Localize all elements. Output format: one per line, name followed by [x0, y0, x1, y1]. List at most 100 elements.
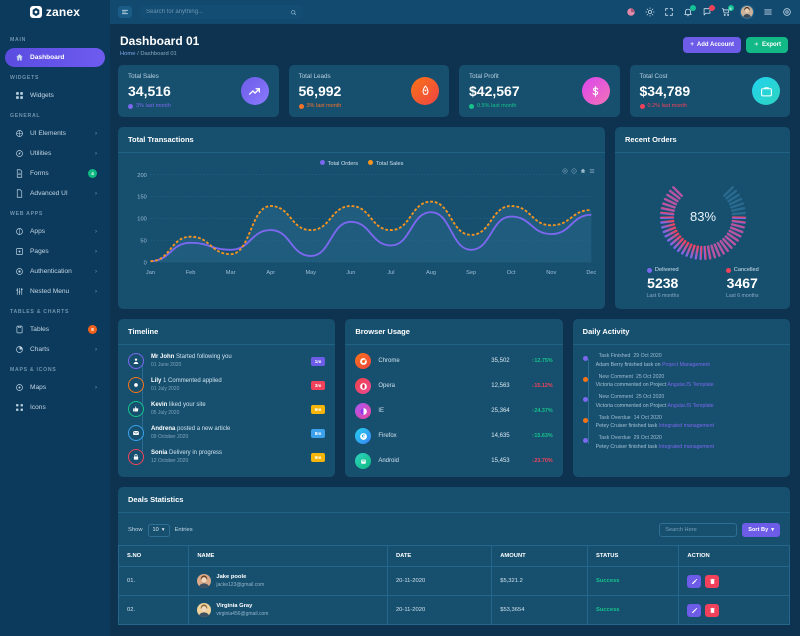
- sidebar-item-maps[interactable]: Maps ›: [5, 378, 105, 397]
- activity-link[interactable]: AngularJS Template: [667, 382, 714, 388]
- browser-usage-item: Opera 12,563 ↓15.12%: [355, 378, 553, 394]
- stat-value: 34,516: [128, 83, 171, 99]
- table-row: 02. Virginia Gray virginia456@gmail.com 20-…: [117, 595, 790, 625]
- chevron-down-icon: ▾: [161, 527, 165, 533]
- sidebar-item-dashboard[interactable]: Dashboard: [5, 48, 105, 67]
- activity-item: Task Overdue 29 Oct 2020 Petey Cruiser fin…: [582, 435, 780, 450]
- breadcrumb-home[interactable]: Home: [120, 51, 136, 57]
- timeline-badge: 6m: [310, 404, 326, 414]
- orders-gauge-chart: 83%: [659, 186, 746, 261]
- timeline-date: 01 June 2020: [151, 362, 182, 368]
- recent-orders-card: Recent Orders 83% Delivered 5238 Last 6 mo…: [615, 127, 790, 309]
- message-flag-icon[interactable]: [702, 5, 715, 17]
- sidebar-item-label: Forms: [30, 170, 49, 177]
- deals-search-input[interactable]: [659, 523, 738, 537]
- trend-arrow-icon: ↑: [531, 433, 535, 439]
- recent-orders-title: Recent Orders: [615, 127, 790, 153]
- sidebar-item-advanced-ui[interactable]: Advanced UI ›: [5, 184, 105, 203]
- timeline-item[interactable]: Andrena posted a new article 09 October 2…: [128, 425, 326, 441]
- trash-delete-icon[interactable]: [705, 574, 720, 588]
- activity-title: Task Overdue: [598, 435, 631, 441]
- column-header[interactable]: AMOUNT: [491, 545, 588, 567]
- sort-by-button[interactable]: Sort By ▾: [742, 523, 780, 537]
- sidebar-section-general: GENERAL: [10, 113, 41, 119]
- svg-text:Jun: Jun: [346, 270, 355, 276]
- page-size-select[interactable]: 10 ▾: [147, 523, 170, 537]
- search-icon: [290, 3, 297, 21]
- sidebar-item-forms[interactable]: Forms 4: [5, 164, 105, 183]
- zoom-in-icon[interactable]: [562, 161, 568, 179]
- sidebar-badge: 8: [88, 325, 97, 334]
- sidebar-item-charts[interactable]: Charts ›: [5, 340, 105, 359]
- menu-icon[interactable]: [589, 161, 595, 179]
- sidebar-item-label: Nested Menu: [30, 288, 70, 295]
- home-reset-icon[interactable]: [580, 161, 586, 179]
- sidebar-item-authentication[interactable]: Authentication ›: [5, 262, 105, 281]
- gear-icon[interactable]: [782, 7, 792, 17]
- timeline-item[interactable]: Mr John Started following you 01 June 202…: [128, 353, 326, 369]
- trash-delete-icon[interactable]: [705, 603, 720, 617]
- column-header[interactable]: STATUS: [587, 545, 680, 567]
- add-account-label: Add Account: [696, 42, 734, 48]
- stat-card-total-profit: Total Profit $42,567 0.5% last month: [459, 65, 620, 117]
- activity-title: New Comment: [598, 394, 633, 400]
- sidebar-item-pages[interactable]: Pages ›: [5, 242, 105, 261]
- daily-activity-card: Daily Activity Task Finished 29 Oct 2020 A…: [572, 319, 790, 477]
- stat-label: Total Sales: [128, 73, 159, 80]
- sidebar-item-label: Icons: [30, 404, 46, 411]
- timeline-date: 01 July 2020: [151, 386, 180, 392]
- deals-controls: Show 10 ▾ Entries Sort By ▾: [118, 513, 790, 545]
- activity-date: 25 Oct 2020: [635, 394, 665, 400]
- svg-text:83%: 83%: [689, 209, 715, 224]
- total-transactions-body: Total Orders Total Sales 0 50 100 150 200 Jan F…: [118, 153, 605, 281]
- sidebar-item-apps[interactable]: Apps ›: [5, 222, 105, 241]
- export-button[interactable]: Export: [745, 37, 788, 53]
- shopping-cart-icon[interactable]: 5: [721, 5, 734, 17]
- column-header[interactable]: NAME: [188, 545, 388, 567]
- stat-sub-text: 3% last month: [306, 103, 342, 109]
- gauge-legend-delivered: Delivered 5238 Last 6 months: [623, 267, 703, 299]
- activity-link[interactable]: Integrated management: [658, 443, 714, 450]
- sun-brightness-icon[interactable]: [645, 7, 655, 17]
- search-box[interactable]: [139, 5, 304, 19]
- user-avatar[interactable]: [740, 5, 754, 19]
- sidebar-badge: 4: [88, 169, 97, 178]
- gauge-legend: Delivered 5238 Last 6 months Cancelled 3467 L…: [623, 267, 782, 299]
- column-header[interactable]: S.NO: [117, 545, 190, 567]
- search-input[interactable]: [146, 9, 286, 15]
- activity-text: Adam Berry finished task on: [595, 361, 662, 368]
- svg-text:Feb: Feb: [186, 270, 196, 276]
- activity-link[interactable]: Integrated management: [658, 423, 714, 429]
- timeline-item[interactable]: Lily 1 Commented applied 01 July 2020 3m: [128, 377, 326, 393]
- column-header[interactable]: DATE: [387, 545, 493, 567]
- zoom-out-icon[interactable]: [571, 161, 577, 179]
- brand-logo-area[interactable]: zanex: [0, 0, 110, 24]
- sidebar-item-utilities[interactable]: Utilities ›: [5, 144, 105, 163]
- message-badge: [708, 5, 715, 11]
- browser-name: Firefox: [378, 433, 397, 439]
- timeline-action: 1 Commented applied: [163, 378, 222, 384]
- sidebar-item-icons[interactable]: Icons: [5, 398, 105, 417]
- sidebar-item-widgets[interactable]: Widgets: [5, 86, 105, 105]
- lock-icon: [128, 449, 144, 465]
- timeline-who: Andrena: [151, 426, 176, 432]
- sidebar-item-nested-menu[interactable]: Nested Menu ›: [5, 282, 105, 301]
- timeline-item[interactable]: Kevin liked your site 05 July 2020 6m: [128, 401, 326, 417]
- list-menu-icon[interactable]: [763, 7, 773, 17]
- activity-link[interactable]: Project Management: [661, 361, 710, 368]
- bell-notification-icon[interactable]: [683, 5, 696, 17]
- activity-link[interactable]: AngularJS Template: [667, 402, 714, 409]
- add-account-button[interactable]: + Add Account: [683, 37, 741, 53]
- pencil-edit-icon[interactable]: [687, 574, 702, 588]
- pencil-edit-icon[interactable]: [687, 603, 702, 617]
- fullscreen-icon[interactable]: [664, 7, 674, 17]
- status-dot: [298, 103, 304, 109]
- timeline-action: Started following you: [176, 354, 232, 360]
- column-header[interactable]: ACTION: [678, 545, 790, 567]
- pie-chart-icon[interactable]: [626, 7, 636, 17]
- sidebar-item-ui-elements[interactable]: UI Elements ›: [5, 124, 105, 143]
- timeline-item[interactable]: Sonia Delivery in progress 12 October 202…: [128, 449, 326, 465]
- hamburger-icon[interactable]: [118, 6, 132, 18]
- timeline-who: Sonia: [151, 450, 168, 456]
- sidebar-item-tables[interactable]: Tables 8: [5, 320, 105, 339]
